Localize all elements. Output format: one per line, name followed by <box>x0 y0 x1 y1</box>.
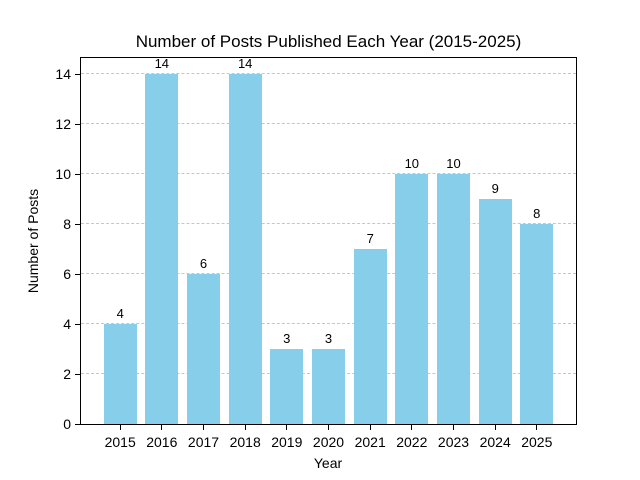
gridline <box>81 273 576 275</box>
gridline <box>81 173 576 175</box>
x-tick-mark <box>119 425 121 430</box>
bar-value-label: 6 <box>199 256 208 272</box>
y-tick-label: 12 <box>55 116 71 133</box>
plot-area: 4 14 6 14 3 3 7 10 10 9 8 <box>80 57 577 425</box>
bar-value-label: 3 <box>324 331 333 347</box>
bar-2018 <box>228 74 262 424</box>
y-tick-label: 4 <box>63 316 71 333</box>
y-tick-mark <box>75 273 80 275</box>
x-tick-mark <box>328 425 329 430</box>
x-tick-label: 2015 <box>104 434 136 450</box>
y-tick-label: 8 <box>63 216 71 233</box>
x-tick-label: 2020 <box>312 434 345 450</box>
x-axis-label: Year <box>313 455 343 471</box>
bar-value-label: 7 <box>366 231 374 247</box>
x-tick-label: 2022 <box>396 434 428 450</box>
x-tick-mark <box>453 425 454 430</box>
chart-title: Number of Posts Published Each Year (201… <box>135 32 522 51</box>
bar-2021 <box>353 249 387 424</box>
bar-2024 <box>478 199 512 424</box>
bar-2017 <box>186 274 221 424</box>
bar-2020 <box>311 349 346 424</box>
bar-value-label: 4 <box>116 306 124 322</box>
gridline <box>81 73 576 75</box>
bar-value-label: 9 <box>491 181 499 197</box>
bar-value-label: 14 <box>237 56 253 72</box>
bar-2025 <box>520 224 554 424</box>
y-tick-mark <box>75 223 80 225</box>
y-tick-mark <box>75 123 80 125</box>
x-tick-mark <box>244 425 246 430</box>
x-tick-mark <box>203 425 204 430</box>
x-tick-mark <box>411 425 413 430</box>
x-tick-label: 2023 <box>437 434 470 450</box>
bar-2023 <box>436 174 471 424</box>
y-tick-label: 14 <box>55 66 71 83</box>
y-tick-mark <box>75 173 80 175</box>
x-tick-mark <box>286 425 288 430</box>
y-tick-mark <box>75 423 80 425</box>
x-tick-label: 2018 <box>229 434 261 450</box>
bar-2016 <box>145 74 179 424</box>
bar-2019 <box>270 349 304 424</box>
bar-value-label: 8 <box>533 206 541 222</box>
gridline <box>81 223 576 225</box>
y-tick-mark <box>75 323 80 325</box>
bar-value-label: 14 <box>154 56 170 72</box>
x-tick-label: 2016 <box>146 434 178 450</box>
x-tick-mark <box>161 425 163 430</box>
bar-2015 <box>103 324 137 424</box>
x-tick-mark <box>494 425 496 430</box>
y-tick-label: 10 <box>55 166 71 183</box>
bar-value-label: 10 <box>404 156 420 172</box>
y-tick-label: 0 <box>63 416 71 432</box>
x-tick-label: 2024 <box>479 434 511 450</box>
x-tick-label: 2017 <box>187 434 220 450</box>
y-tick-label: 6 <box>63 266 71 283</box>
gridline <box>81 123 576 125</box>
y-tick-mark <box>75 73 80 75</box>
x-tick-mark <box>536 425 538 430</box>
y-tick-label: 2 <box>63 366 71 382</box>
bar-value-label: 10 <box>446 156 461 172</box>
x-tick-mark <box>369 425 371 430</box>
x-tick-label: 2019 <box>271 434 303 450</box>
x-tick-label: 2021 <box>354 434 386 450</box>
bar-value-label: 3 <box>283 331 291 347</box>
x-tick-label: 2025 <box>521 434 553 450</box>
bar-2022 <box>395 174 429 424</box>
gridline <box>81 323 576 325</box>
y-tick-mark <box>75 373 80 375</box>
